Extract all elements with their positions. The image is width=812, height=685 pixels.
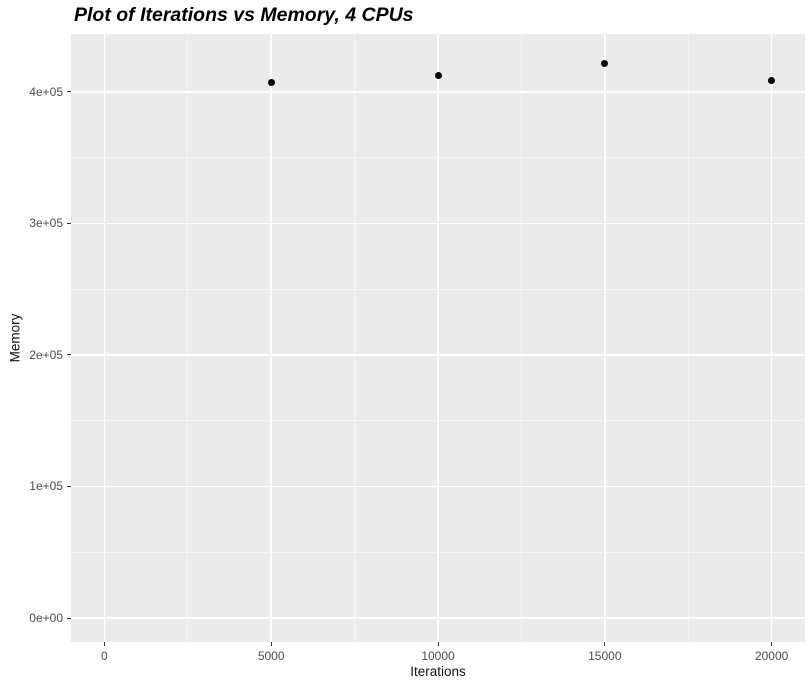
major-gridline-y (71, 91, 805, 93)
data-point (267, 79, 275, 87)
major-gridline-y (71, 354, 805, 356)
y-tick-mark (67, 91, 71, 93)
data-point (601, 60, 609, 68)
y-tick-label: 0e+00 (29, 611, 63, 625)
x-tick-label: 10000 (421, 649, 455, 663)
y-tick-mark (67, 354, 71, 356)
y-tick-label: 3e+05 (29, 216, 63, 231)
major-gridline-y (71, 617, 805, 619)
major-gridline-x (770, 34, 773, 642)
minor-gridline-x (187, 34, 189, 642)
x-tick-label: 15000 (588, 649, 622, 663)
major-gridline-x (604, 34, 606, 642)
x-tick-label: 0 (101, 649, 108, 663)
x-tick-label: 5000 (257, 649, 285, 663)
major-gridline-x (270, 34, 272, 642)
y-tick-mark (67, 222, 71, 224)
major-gridline-x (103, 34, 106, 642)
y-tick-mark (67, 617, 71, 619)
chart-title: Plot of Iterations vs Memory, 4 CPUs (74, 4, 414, 26)
y-tick-mark (67, 485, 71, 487)
x-tick-mark (771, 642, 773, 646)
x-tick-label: 20000 (754, 649, 789, 663)
x-tick-mark (604, 642, 606, 646)
plot-panel (71, 34, 805, 642)
y-tick-label: 4e+05 (29, 84, 63, 99)
x-axis-title: Iterations (410, 664, 466, 679)
y-tick-label: 1e+05 (29, 479, 63, 494)
minor-gridline-x (520, 34, 522, 642)
minor-gridline-x (687, 34, 689, 642)
major-gridline-x (437, 34, 439, 642)
x-tick-mark (103, 642, 105, 646)
data-point (768, 77, 776, 85)
x-tick-mark (437, 642, 439, 646)
y-tick-label: 2e+05 (29, 347, 63, 362)
major-gridline-y (71, 222, 805, 225)
x-tick-mark (270, 642, 272, 646)
major-gridline-y (71, 485, 805, 488)
data-point (434, 72, 442, 80)
minor-gridline-x (354, 34, 356, 642)
